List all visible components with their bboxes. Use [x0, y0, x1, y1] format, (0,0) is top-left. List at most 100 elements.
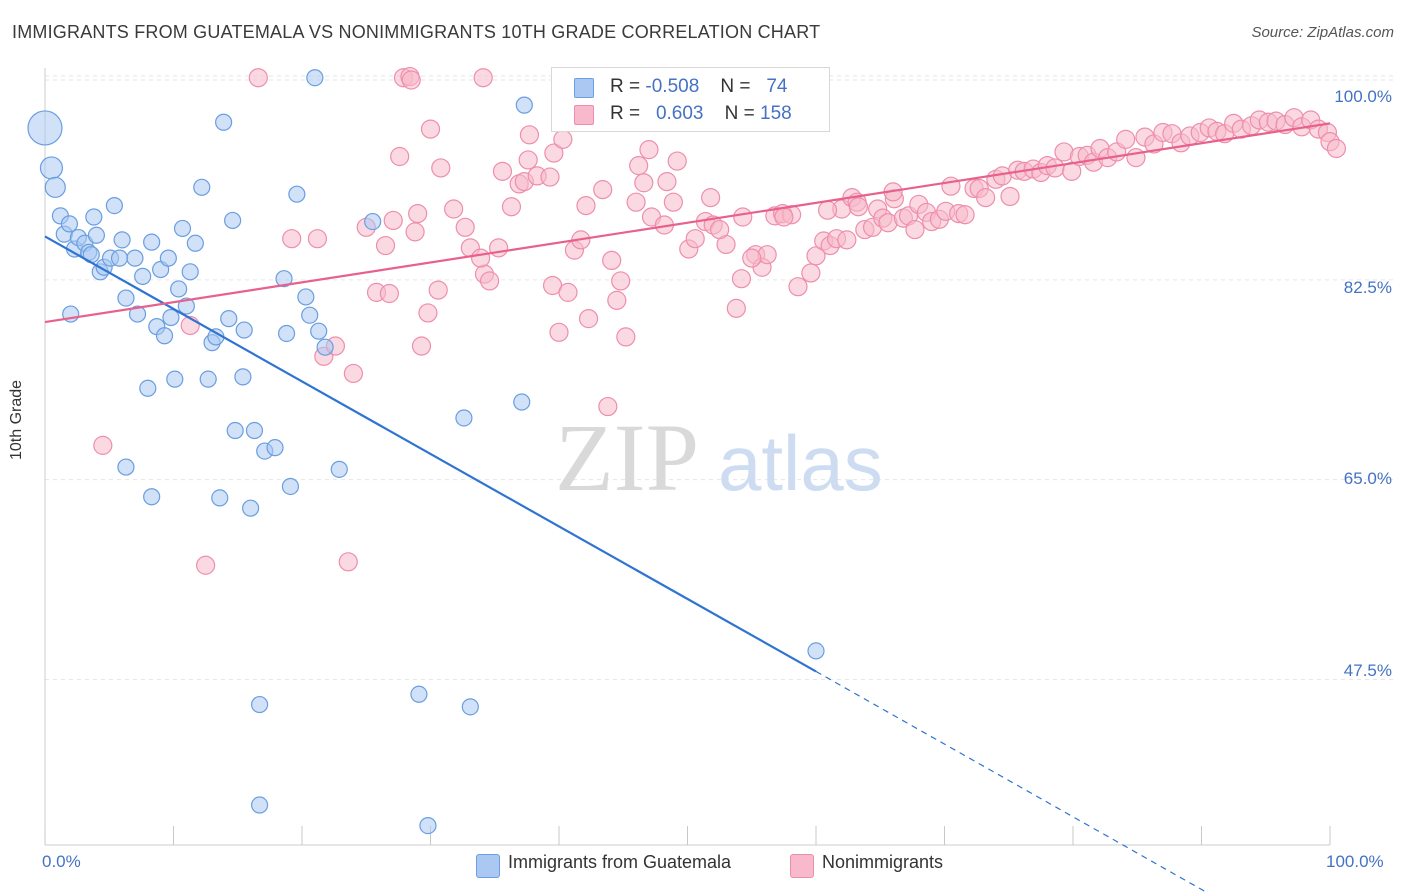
guatemala-point	[143, 488, 161, 506]
guatemala-point	[419, 816, 437, 835]
nonimmigrants-point	[710, 219, 730, 240]
bottom-legend-swatch-blue	[476, 854, 500, 878]
y-tick-label-47-5: 47.5%	[1343, 661, 1392, 680]
guatemala-point	[128, 305, 147, 323]
nonimmigrants-point	[492, 161, 513, 181]
guatemala-point	[87, 226, 106, 244]
nonimmigrants-point	[726, 298, 746, 318]
guatemala-point	[245, 421, 264, 440]
nonimmigrants-point	[731, 269, 752, 289]
y-tick-label-100: 100.0%	[1334, 87, 1392, 106]
nonimmigrants-point	[576, 195, 596, 216]
y-tick-label-82-5: 82.5%	[1343, 278, 1392, 297]
guatemala-point	[306, 69, 324, 87]
guatemala-trend-line	[44, 235, 817, 673]
nonimmigrants-point	[598, 396, 618, 417]
legend-swatch-pink	[574, 105, 594, 125]
trend-lines	[44, 122, 1331, 892]
nonimmigrants-point	[607, 290, 627, 310]
guatemala-point	[250, 695, 269, 714]
nonimmigrants-point	[544, 143, 564, 163]
legend-n-value: 74	[766, 76, 788, 97]
guatemala-point	[105, 196, 123, 215]
guatemala-point	[143, 233, 161, 251]
guatemala-point	[281, 477, 300, 496]
guatemala-point	[155, 327, 174, 345]
guatemala-point	[139, 379, 157, 397]
nonimmigrants-point	[518, 150, 538, 170]
legend-n-label: N =	[724, 103, 755, 124]
nonimmigrants-point	[701, 188, 721, 208]
nonimmigrants-point	[489, 238, 509, 258]
nonimmigrants-point	[742, 248, 762, 268]
nonimmigrants-point	[338, 552, 358, 572]
guatemala-point	[193, 178, 211, 196]
nonimmigrants-point	[411, 336, 432, 356]
guatemala-point	[301, 306, 319, 324]
guatemala-point	[224, 211, 242, 230]
legend-r-label: R =	[610, 103, 641, 124]
guatemala-point	[226, 421, 244, 440]
nonimmigrants-point	[390, 146, 410, 167]
y-axis-label: 10th Grade	[8, 379, 25, 460]
legend-n-label: N =	[720, 76, 751, 97]
nonimmigrants-point	[976, 188, 996, 208]
nonimmigrants-point	[558, 282, 578, 302]
guatemala-point	[60, 215, 79, 233]
guatemala-point	[807, 642, 825, 660]
nonimmigrants-point	[1326, 138, 1347, 159]
guatemala-point	[162, 308, 180, 327]
nonimmigrants-point	[634, 173, 654, 193]
guatemala-point	[177, 297, 195, 315]
guatemala-point	[220, 310, 238, 328]
nonimmigrants-point	[626, 192, 646, 212]
nonimmigrants-point	[801, 263, 821, 283]
nonimmigrants-point	[473, 68, 493, 88]
nonimmigrants-point	[685, 229, 705, 249]
guatemala-point	[215, 113, 233, 131]
guatemala-point	[242, 499, 260, 517]
guatemala-point	[266, 439, 284, 457]
guatemala-point	[159, 249, 177, 267]
nonimmigrants-point	[343, 363, 363, 384]
guatemala-point	[117, 289, 135, 307]
guatemala-point	[330, 460, 348, 478]
nonimmigrants-point	[667, 151, 687, 171]
stats-legend: R = -0.508 N = 74 R = 0.603 N = 158	[551, 67, 830, 132]
guatemala-point	[166, 370, 184, 388]
bottom-legend-swatch-pink	[790, 854, 814, 878]
nonimmigrants-point	[375, 235, 396, 256]
nonimmigrants-point	[578, 309, 599, 329]
guatemala-point	[211, 489, 229, 507]
guatemala-point	[310, 322, 328, 340]
nonimmigrants-point	[629, 156, 649, 176]
guatemala-point	[235, 321, 253, 339]
guatemala-point	[173, 219, 192, 238]
nonimmigrants-point	[941, 176, 961, 196]
guatemala-point	[410, 685, 428, 703]
guatemala-point	[297, 288, 315, 306]
guatemala-point	[39, 156, 64, 180]
x-tick-label-1: 100.0%	[1326, 852, 1384, 871]
nonimmigrants-point	[955, 205, 975, 225]
guatemala-point	[27, 110, 63, 146]
nonimmigrants-point	[401, 70, 421, 90]
guatemala-point	[288, 185, 306, 203]
chart-source: Source: ZipAtlas.com	[1251, 24, 1394, 41]
nonimmigrants-point	[471, 248, 491, 268]
nonimmigrants-trend-line	[44, 122, 1331, 324]
nonimmigrants-point	[1116, 129, 1136, 149]
bottom-legend-label: Nonimmigrants	[822, 852, 944, 872]
nonimmigrants-point	[1000, 186, 1020, 207]
nonimmigrants-point	[428, 280, 448, 300]
nonimmigrants-point	[519, 125, 540, 145]
guatemala-point	[199, 370, 217, 388]
nonimmigrants-point	[774, 207, 794, 227]
nonimmigrants-point	[444, 199, 464, 219]
guatemala-point	[461, 698, 479, 716]
guatemala-point	[277, 324, 296, 343]
guatemala-point	[170, 280, 188, 298]
nonimmigrants-point	[639, 140, 659, 160]
nonimmigrants-point	[837, 230, 857, 250]
